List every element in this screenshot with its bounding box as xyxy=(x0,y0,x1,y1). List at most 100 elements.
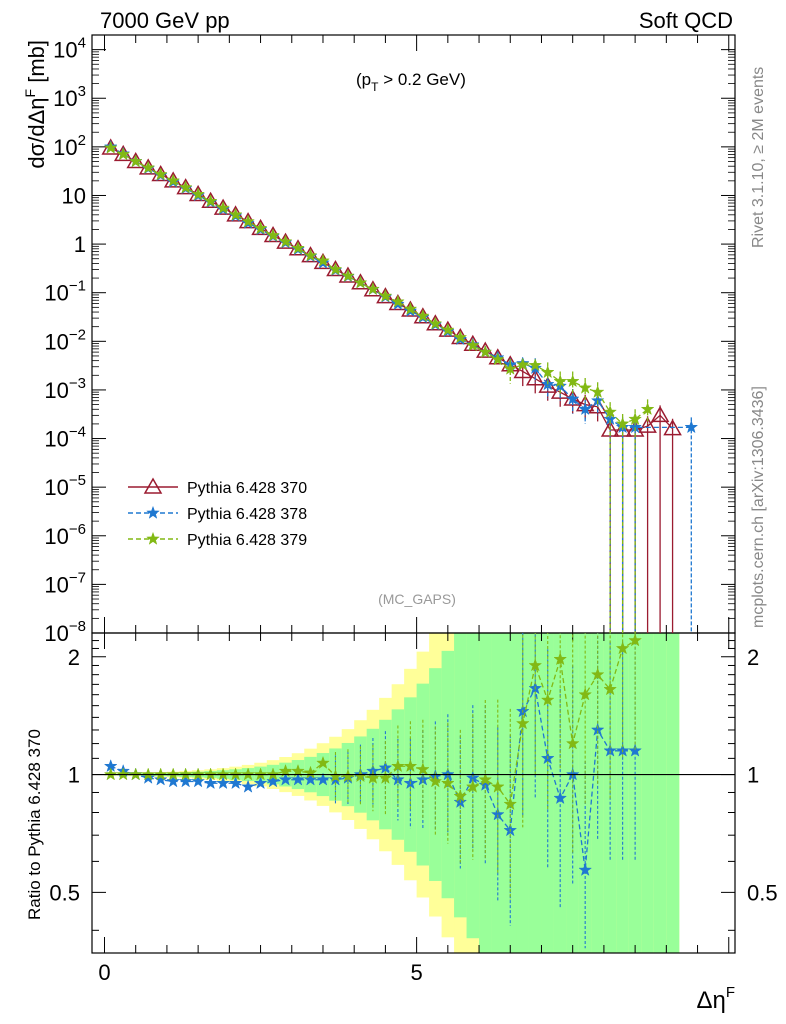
ratio-point-379 xyxy=(266,767,280,781)
axis-ticks: 10−810−710−610−510−410−310−210−111010210… xyxy=(44,35,777,985)
side-label-mcplots: mcplots.cern.ch [arXiv:1306.3436] xyxy=(750,386,767,628)
band-inner xyxy=(641,633,655,953)
data-point-370 xyxy=(525,369,545,386)
ratio-point-378 xyxy=(553,790,568,805)
ratio-point-379 xyxy=(440,776,455,790)
ratio-point-378 xyxy=(241,779,255,793)
data-point-379 xyxy=(328,262,343,276)
ratio-point-379 xyxy=(390,759,405,773)
y-tick-label: 1 xyxy=(74,232,86,257)
ratio-point-378 xyxy=(178,774,193,788)
data-point-378 xyxy=(578,402,593,416)
data-point-379 xyxy=(341,268,355,282)
ratio-uncertainty-bands xyxy=(104,633,680,953)
main-y-axis-label: dσ/dΔηF [mb] xyxy=(22,40,49,169)
ratio-y-tick-label-left: 2 xyxy=(68,645,80,670)
y-tick-label: 102 xyxy=(53,132,86,160)
ratio-point-378 xyxy=(303,772,318,786)
ratio-point-379 xyxy=(253,767,268,781)
legend-marker xyxy=(146,505,160,519)
legend-label: Pythia 6.428 379 xyxy=(187,532,307,549)
data-point-370 xyxy=(513,361,533,379)
data-point-379 xyxy=(515,357,530,371)
data-point-379 xyxy=(378,288,393,303)
ratio-y-tick-label-right: 0.5 xyxy=(747,880,778,905)
data-point-379 xyxy=(191,187,206,201)
ratio-point-379 xyxy=(603,682,618,696)
ratio-point-379 xyxy=(116,767,131,781)
ratio-point-379 xyxy=(415,762,430,776)
ratio-plot-frame xyxy=(91,632,736,954)
y-tick-label: 10−6 xyxy=(44,521,86,549)
data-point-379 xyxy=(415,308,430,323)
legend-label: Pythia 6.428 370 xyxy=(187,480,307,497)
cut-annotation: (pT > 0.2 GeV) xyxy=(356,70,466,94)
ratio-y-tick-label-left: 1 xyxy=(68,763,80,788)
ratio-point-378 xyxy=(578,862,593,877)
ratio-point-378 xyxy=(191,774,206,788)
y-tick-label: 10−4 xyxy=(44,424,86,452)
data-point-379 xyxy=(465,338,480,352)
data-point-379 xyxy=(303,248,318,262)
ratio-point-379 xyxy=(503,796,518,811)
y-tick-label: 10−3 xyxy=(44,375,86,403)
ratio-point-379 xyxy=(628,633,643,647)
ratio-point-379 xyxy=(528,658,543,672)
x-axis-label: ΔηF xyxy=(696,984,735,1014)
data-point-370 xyxy=(663,419,682,436)
main-data-series xyxy=(101,138,699,633)
data-point-378 xyxy=(684,420,699,434)
ratio-point-378 xyxy=(291,772,305,786)
band-inner xyxy=(653,633,667,953)
legend-label: Pythia 6.428 378 xyxy=(187,506,307,523)
ratio-point-379 xyxy=(378,770,393,784)
ratio-y-tick-label-right: 2 xyxy=(747,645,759,670)
data-point-379 xyxy=(528,358,543,372)
ratio-point-378 xyxy=(278,772,293,786)
ratio-point-378 xyxy=(166,774,181,788)
ratio-y-tick-label-left: 0.5 xyxy=(49,880,80,905)
data-point-379 xyxy=(428,316,443,330)
data-point-379 xyxy=(116,147,131,161)
ratio-point-379 xyxy=(590,667,605,681)
ratio-point-379 xyxy=(403,759,418,773)
x-tick-label: 5 xyxy=(410,960,422,985)
ratio-point-379 xyxy=(203,767,218,781)
data-point-379 xyxy=(503,361,518,375)
ratio-point-379 xyxy=(478,772,493,786)
ratio-point-378 xyxy=(316,772,330,786)
ratio-y-tick-label-right: 1 xyxy=(747,763,759,788)
ratio-point-379 xyxy=(216,767,231,781)
side-label-rivet: Rivet 3.1.10, ≥ 2M events xyxy=(750,67,767,248)
ratio-point-379 xyxy=(453,789,468,803)
data-point-379 xyxy=(216,200,231,215)
ratio-point-379 xyxy=(490,779,505,793)
ratio-point-379 xyxy=(553,652,568,666)
ratio-point-379 xyxy=(465,779,480,793)
ratio-point-379 xyxy=(615,641,630,655)
ratio-point-379 xyxy=(141,767,156,781)
header-left: 7000 GeV pp xyxy=(100,8,230,33)
ratio-point-379 xyxy=(128,767,143,781)
ratio-data-series xyxy=(103,633,643,949)
data-point-379 xyxy=(603,404,618,419)
ratio-point-379 xyxy=(515,716,530,730)
ratio-point-378 xyxy=(228,776,243,790)
ratio-point-379 xyxy=(166,767,181,781)
data-point-379 xyxy=(640,402,655,416)
ratio-y-axis-label: Ratio to Pythia 6.428 370 xyxy=(25,729,44,920)
ratio-point-379 xyxy=(291,763,305,778)
y-tick-label: 104 xyxy=(53,35,86,63)
ratio-point-379 xyxy=(565,736,580,750)
ratio-point-379 xyxy=(241,767,255,781)
ratio-point-379 xyxy=(428,774,443,788)
ratio-point-378 xyxy=(203,776,218,790)
ratio-point-379 xyxy=(316,755,330,769)
data-point-379 xyxy=(490,352,505,366)
band-inner xyxy=(528,633,542,953)
ratio-point-379 xyxy=(228,767,243,781)
y-tick-label: 10 xyxy=(62,183,86,208)
data-point-379 xyxy=(578,380,593,394)
data-point-379 xyxy=(253,221,268,235)
